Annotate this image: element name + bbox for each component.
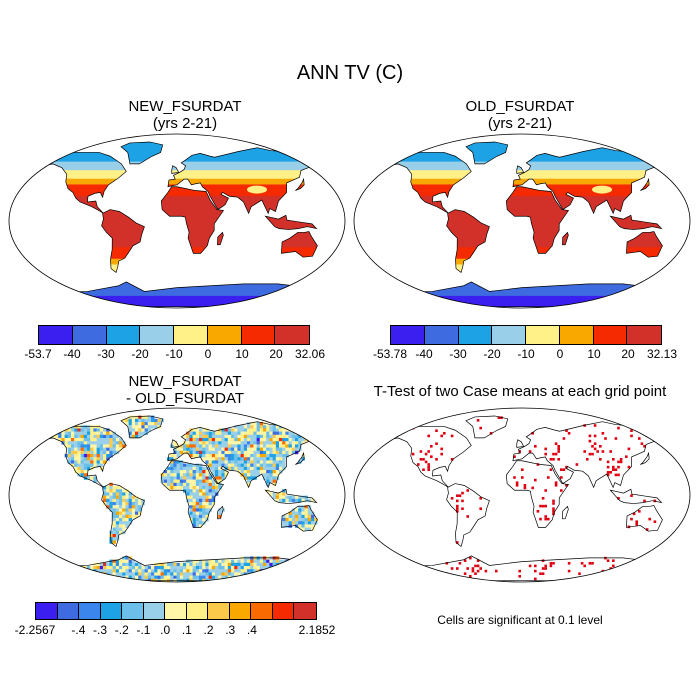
colorbar-swatch xyxy=(458,326,493,344)
colorbar-swatch xyxy=(36,603,58,619)
significance-note: Cells are significant at 0.1 level xyxy=(437,613,603,627)
panel-title-ttest: T-Test of two Case means at each grid po… xyxy=(373,383,667,400)
significant-cells xyxy=(372,415,684,582)
land-eu xyxy=(512,147,673,214)
colorbar-swatch xyxy=(272,603,295,619)
colorbar-tick-label: 10 xyxy=(587,347,601,361)
colorbar-tick-label: -10 xyxy=(165,347,183,361)
colorbar-swatch xyxy=(174,326,208,344)
colorbar-swatch xyxy=(165,603,187,619)
colorbar-swatch xyxy=(526,326,560,344)
colorbar-tick-label: -.3 xyxy=(93,623,108,637)
colorbar-swatch xyxy=(241,326,276,344)
colorbar-swatch xyxy=(207,326,242,344)
colorbar-swatch xyxy=(100,603,123,619)
colorbar-difference-labels: -2.2567 -.4 -.3 -.2 -.1 .0 .1 .2 .3 .4 2.1852 xyxy=(15,623,336,639)
colorbar-swatch xyxy=(106,326,141,344)
map-ttest xyxy=(353,407,691,583)
colorbar-old-labels: -53.78 -40 -30 -20 -10 0 10 20 32.13 xyxy=(373,347,677,363)
colorbar-swatch xyxy=(251,603,273,619)
colorbar-swatch xyxy=(57,603,80,619)
colorbar-tick-label: .1 xyxy=(181,623,192,637)
colorbar-tick-label: -30 xyxy=(97,347,115,361)
colorbar-tick-label: 10 xyxy=(235,347,249,361)
colorbar-tick-label: 32.13 xyxy=(646,347,678,361)
colorbar-tick-label: 32.06 xyxy=(294,347,326,361)
colorbar-swatch xyxy=(275,326,309,344)
colorbar-tick-label: 20 xyxy=(269,347,283,361)
colorbar-tick-label: -40 xyxy=(63,347,81,361)
colorbar-tick-label: .2 xyxy=(203,623,214,637)
colorbar-tick-label: -10 xyxy=(517,347,535,361)
colorbar-swatch xyxy=(140,326,174,344)
panel-title-diff-line1: NEW_FSURDAT xyxy=(128,373,242,390)
colorbar-tick-label: .0 xyxy=(160,623,171,637)
map-old-fsurdat xyxy=(353,133,691,309)
panel-title-new-line1: NEW_FSURDAT xyxy=(128,98,242,115)
colorbar-old xyxy=(390,325,662,345)
colorbar-swatch xyxy=(229,603,252,619)
colorbar-tick-label: .3 xyxy=(225,623,236,637)
colorbar-swatch xyxy=(143,603,166,619)
difference-cells xyxy=(27,415,339,582)
colorbar-tick-label: -53.78 xyxy=(372,347,408,361)
colorbar-swatch xyxy=(424,326,459,344)
colorbar-swatch xyxy=(208,603,230,619)
colorbar-swatch xyxy=(492,326,526,344)
panel-title-new: NEW_FSURDAT (yrs 2-21) xyxy=(20,98,350,132)
colorbar-tick-label: -30 xyxy=(449,347,467,361)
panel-title-old: OLD_FSURDAT (yrs 2-21) xyxy=(355,98,685,132)
colorbar-swatch xyxy=(186,603,209,619)
panel-title-new-line2: (yrs 2-21) xyxy=(152,115,218,132)
colorbar-swatch xyxy=(391,326,425,344)
colorbar-swatch xyxy=(593,326,628,344)
colorbar-tick-label: 20 xyxy=(621,347,635,361)
colorbar-tick-label: 2.1852 xyxy=(298,623,336,637)
colorbar-swatch xyxy=(39,326,73,344)
map-difference xyxy=(8,407,346,583)
colorbar-difference xyxy=(35,602,317,620)
colorbar-swatch xyxy=(627,326,661,344)
figure-title: ANN TV (C) xyxy=(296,62,404,84)
colorbar-swatch xyxy=(79,603,101,619)
colorbar-tick-label: -.1 xyxy=(136,623,151,637)
colorbar-swatch xyxy=(122,603,144,619)
colorbar-swatch xyxy=(294,603,316,619)
map-border xyxy=(8,407,346,583)
colorbar-tick-label: .4 xyxy=(246,623,257,637)
colorbar-tick-label: 0 xyxy=(204,347,212,361)
colorbar-new xyxy=(38,325,310,345)
panel-title-diff: NEW_FSURDAT - OLD_FSURDAT xyxy=(20,373,350,407)
colorbar-new-labels: -53.7 -40 -30 -20 -10 0 10 20 32.06 xyxy=(24,347,325,363)
colorbar-tick-label: -20 xyxy=(131,347,149,361)
colorbar-tick-label: -20 xyxy=(483,347,501,361)
map-new-fsurdat xyxy=(8,133,346,309)
map-border xyxy=(353,133,691,309)
colorbar-tick-label: -53.7 xyxy=(24,347,52,361)
colorbar-tick-label: 0 xyxy=(556,347,564,361)
map-border xyxy=(8,133,346,309)
colorbar-swatch xyxy=(72,326,107,344)
colorbar-tick-label: -40 xyxy=(415,347,433,361)
colorbar-tick-label: -.4 xyxy=(71,623,86,637)
panel-title-old-line1: OLD_FSURDAT xyxy=(465,98,575,115)
colorbar-swatch xyxy=(559,326,594,344)
map-border xyxy=(353,407,691,583)
panel-title-old-line2: (yrs 2-21) xyxy=(487,115,553,132)
colorbar-tick-label: -.2 xyxy=(114,623,129,637)
panel-title-diff-line2: - OLD_FSURDAT xyxy=(125,390,245,407)
colorbar-tick-label: -2.2567 xyxy=(14,623,56,637)
